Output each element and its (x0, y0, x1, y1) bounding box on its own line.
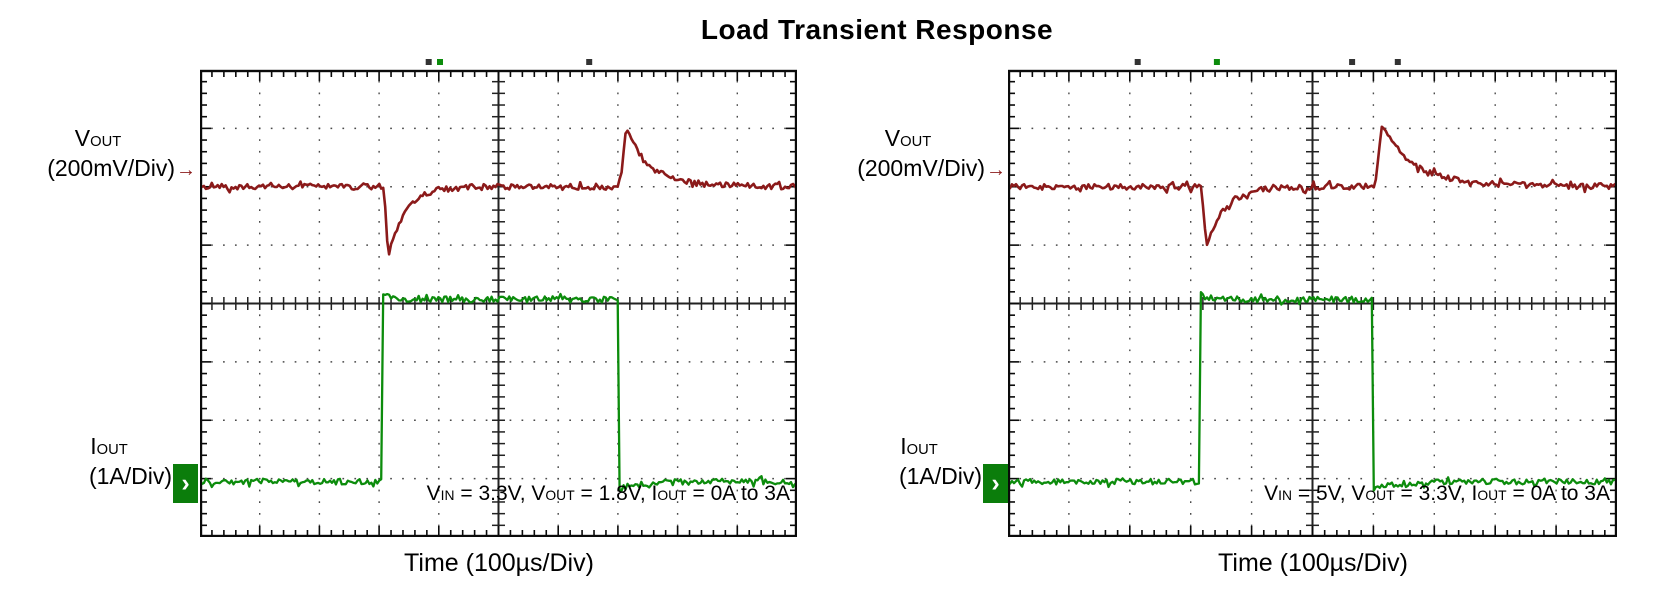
oscilloscope-screen-right (1007, 54, 1618, 542)
figure-title: Load Transient Response (700, 14, 1054, 45)
iout-scale-label: (1A/Div) (88, 462, 172, 489)
vout-trace-arrow-icon: → (176, 158, 196, 181)
vout-trace-arrow-icon: → (986, 158, 1006, 181)
scope-graticule-right (1007, 59, 1618, 538)
vout-label: VOUT (74, 125, 122, 151)
iout-label: IOUT (90, 433, 128, 459)
iout-axis-label-right: IOUT (1A/Div) (810, 432, 982, 492)
test-conditions-right: VIN = 5V, VOUT = 3.3V, IOUT = 0A to 3A (1264, 482, 1610, 505)
time-axis-label-right: Time (100µs/Div) (1218, 549, 1408, 577)
vout-scale-label: (200mV/Div) (857, 154, 985, 181)
vout-axis-label-left: VOUT (200mV/Div)→ (0, 124, 196, 184)
test-conditions-left: VIN = 3.3V, VOUT = 1.8V, IOUT = 0A to 3A (426, 482, 790, 505)
iout-scale-label: (1A/Div) (898, 462, 982, 489)
iout-channel-marker-icon: › (173, 464, 198, 503)
vout-axis-label-right: VOUT (200mV/Div)→ (810, 124, 1006, 184)
iout-channel-marker-icon: › (983, 464, 1008, 503)
iout-label: IOUT (900, 433, 938, 459)
iout-axis-label-left: IOUT (1A/Div) (0, 432, 172, 492)
time-axis-label-left: Time (100µs/Div) (404, 549, 594, 577)
oscilloscope-screen-left (199, 54, 798, 542)
vout-label: VOUT (884, 125, 932, 151)
vout-scale-label: (200mV/Div) (47, 154, 175, 181)
scope-graticule-left (199, 59, 798, 538)
